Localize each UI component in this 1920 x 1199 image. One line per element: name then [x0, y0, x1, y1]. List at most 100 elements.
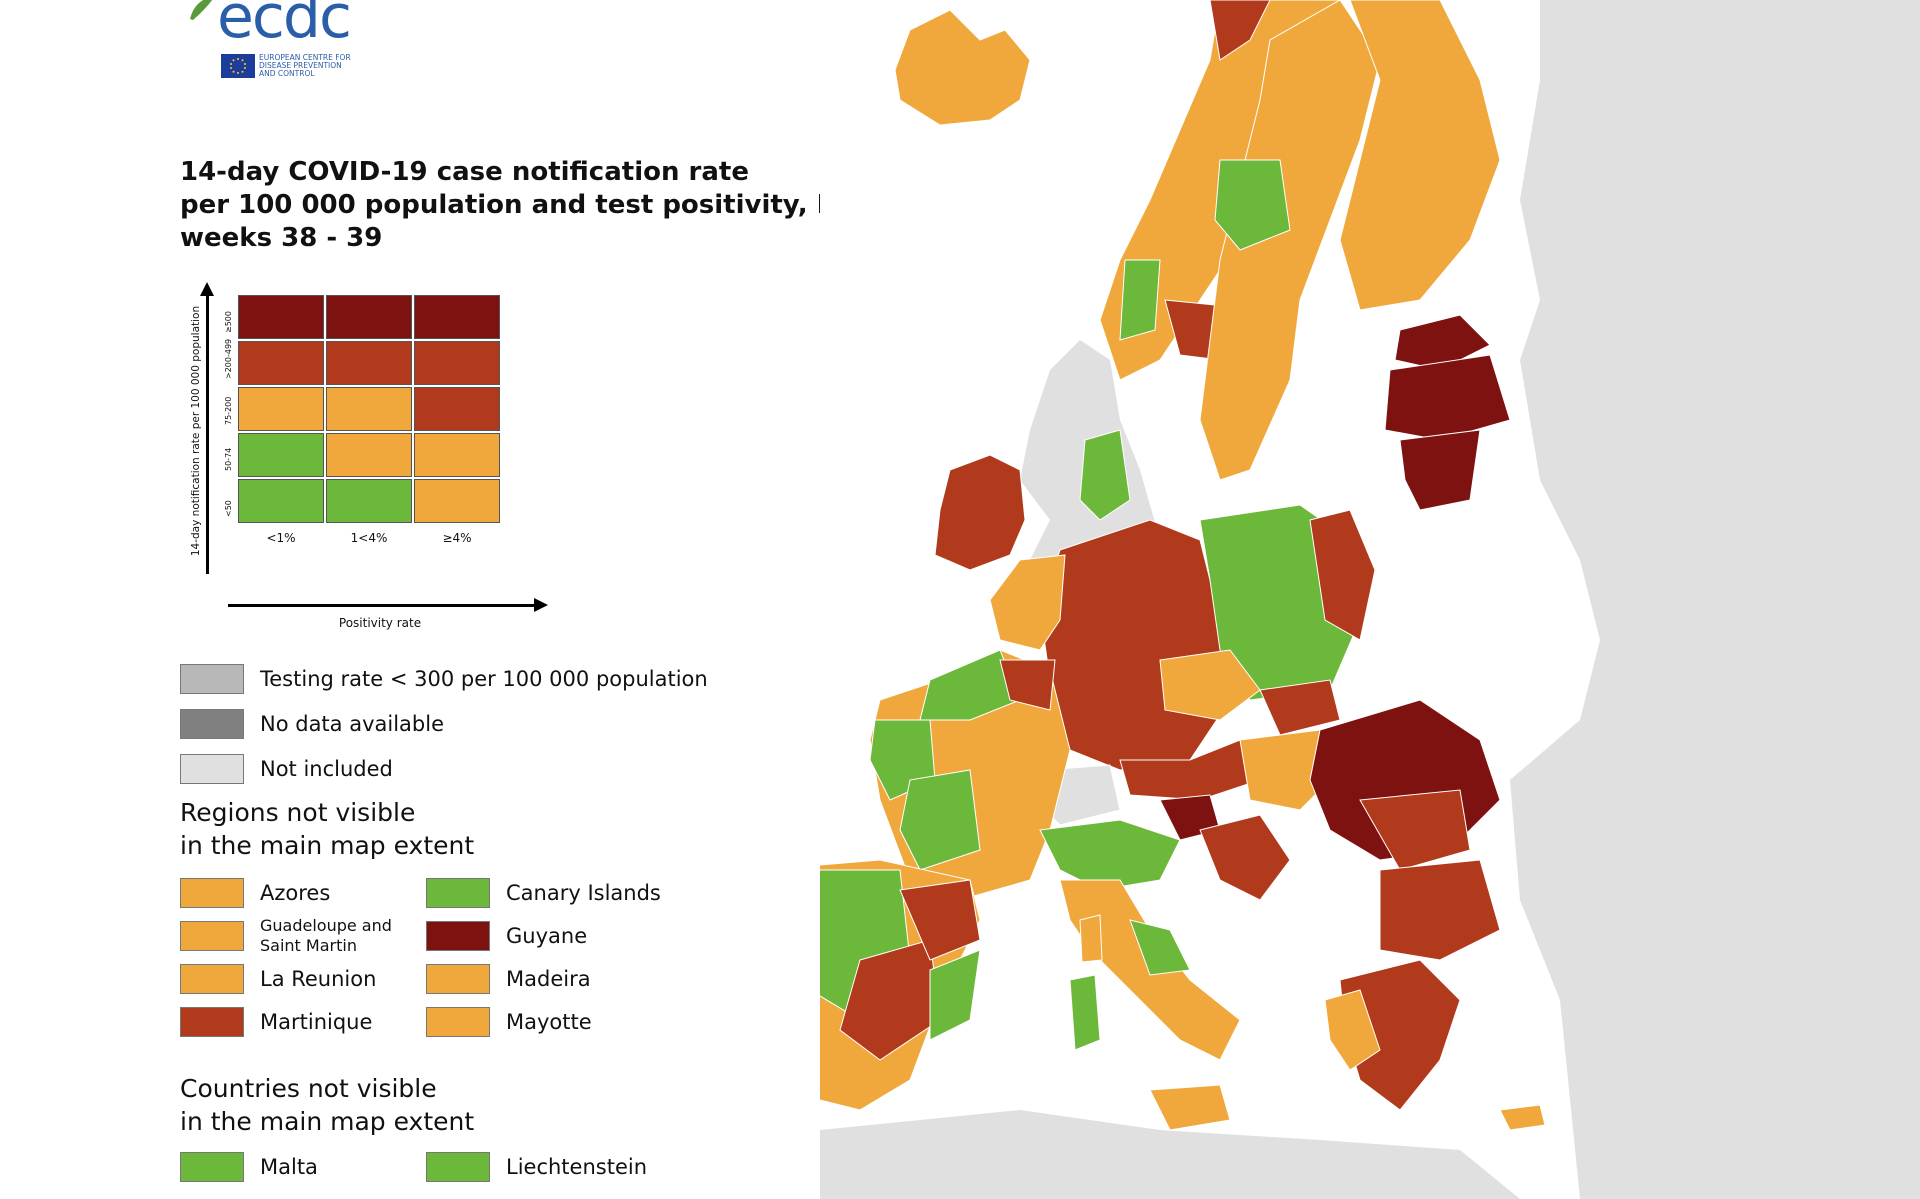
slovakia-region — [1259, 679, 1341, 736]
logo-subtitle: European Centre for Disease Prevention a… — [259, 53, 351, 78]
croatia-region — [1199, 814, 1291, 901]
regions-heading-line-2: in the main map extent — [180, 831, 475, 860]
regions-heading: Regions not visible in the main map exte… — [180, 796, 600, 862]
denmark-region — [1079, 429, 1131, 521]
countries-heading: Countries not visible in the main map ex… — [180, 1072, 600, 1138]
title-line-3: weeks 38 - 39 — [180, 223, 383, 253]
legend-swatch — [180, 878, 244, 908]
legend-label: Madeira — [506, 967, 591, 991]
czechia-region — [1159, 649, 1261, 721]
countries-heading-line-2: in the main map extent — [180, 1107, 475, 1136]
europe-map — [820, 0, 1920, 1199]
matrix-cell-r4-c1 — [326, 479, 412, 523]
legend-label: Guyane — [506, 924, 588, 948]
legend-swatch — [180, 709, 244, 739]
matrix-cell-r3-c1 — [326, 433, 412, 477]
legend-swatch — [426, 964, 490, 994]
logo-wordmark: ecdc — [217, 0, 352, 52]
x-axis-line — [228, 604, 538, 607]
norway-south-green-region — [1119, 259, 1161, 341]
legend-swatch — [426, 921, 490, 951]
north-africa-region — [820, 1110, 1520, 1199]
matrix-cell-r1-c2 — [414, 341, 500, 385]
legend-label: Martinique — [260, 1010, 373, 1034]
legend-swatch — [180, 1007, 244, 1037]
legend-swatch — [426, 1007, 490, 1037]
legend-label: Canary Islands — [506, 881, 661, 905]
legend-label: No data available — [260, 712, 444, 736]
legend-swatch — [180, 964, 244, 994]
matrix-cell-r2-c0 — [238, 387, 324, 431]
ecdc-logo: ecdc European Centre for Disease Prevent… — [185, 0, 365, 90]
legend-item: Canary Islands — [426, 876, 661, 910]
legend-item: Guadeloupe and Saint Martin — [180, 916, 410, 955]
finland-region — [1339, 0, 1501, 311]
legend-swatch — [180, 754, 244, 784]
legend-item: La Reunion — [180, 962, 376, 996]
latvia-region — [1384, 354, 1511, 441]
corsica-region — [1079, 914, 1103, 963]
benelux-region — [989, 554, 1066, 651]
matrix-cell-r2-c2 — [414, 387, 500, 431]
matrix-cell-r3-c2 — [414, 433, 500, 477]
matrix-cell-r2-c1 — [326, 387, 412, 431]
iceland-region — [894, 9, 1031, 126]
spain-east-green-region — [929, 949, 981, 1041]
matrix-row-label: <50 — [224, 500, 233, 517]
map-title: 14-day COVID-19 case notification rate p… — [180, 156, 940, 255]
y-axis-line — [206, 294, 209, 574]
france-central-green-region — [899, 769, 981, 871]
matrix-cell-r0-c0 — [238, 295, 324, 339]
legend-item: Mayotte — [426, 1005, 592, 1039]
legend-swatch — [180, 921, 244, 951]
matrix-col-label: <1% — [266, 531, 296, 545]
title-line-1: 14-day COVID-19 case notification rate — [180, 157, 749, 187]
legend-item: Madeira — [426, 962, 591, 996]
ireland-region — [934, 454, 1026, 571]
legend-label: Mayotte — [506, 1010, 592, 1034]
lithuania-region — [1399, 429, 1481, 511]
russia-region — [1510, 0, 1920, 1199]
legend-swatch — [426, 878, 490, 908]
matrix-col-label: 1<4% — [350, 531, 388, 545]
legend-item: Malta — [180, 1150, 318, 1184]
legend-swatch — [180, 664, 244, 694]
cyprus-region — [1499, 1104, 1546, 1131]
matrix-cell-r0-c2 — [414, 295, 500, 339]
italy-central-green-region — [1129, 919, 1191, 976]
countries-heading-line-1: Countries not visible — [180, 1074, 437, 1103]
legend-label: Guadeloupe and Saint Martin — [260, 916, 392, 955]
matrix-cell-r4-c0 — [238, 479, 324, 523]
matrix-cell-r0-c1 — [326, 295, 412, 339]
legend-item: Azores — [180, 876, 330, 910]
title-line-2: per 100 000 population and test positivi… — [180, 190, 921, 220]
legend-item: Martinique — [180, 1005, 372, 1039]
legend-item: Guyane — [426, 919, 587, 953]
legend-label: La Reunion — [260, 967, 377, 991]
sweden-green-region — [1214, 159, 1291, 251]
legend-label: Malta — [260, 1155, 318, 1179]
legend-label: Testing rate < 300 per 100 000 populatio… — [260, 667, 708, 691]
y-axis-arrow — [200, 282, 214, 296]
france-north-green-region — [919, 649, 1021, 721]
matrix-cell-r1-c0 — [238, 341, 324, 385]
norway-north-region — [1209, 0, 1271, 61]
bulgaria-region — [1379, 859, 1501, 961]
matrix-cell-r1-c1 — [326, 341, 412, 385]
y-axis-label: 14-day notification rate per 100 000 pop… — [190, 305, 202, 557]
logo-leaf-icon — [190, 0, 213, 20]
legend-label: Liechtenstein — [506, 1155, 648, 1179]
spain-red-region — [839, 939, 941, 1061]
italy-north-region — [1039, 819, 1181, 891]
greece-west-region — [1324, 989, 1381, 1071]
x-axis-label: Positivity rate — [338, 616, 422, 630]
legend-label: Azores — [260, 881, 331, 905]
matrix-col-label: ≥4% — [442, 531, 472, 545]
legend-matrix-grid: ≥500 >200-499 75-200 50-74 <50 <1% 1<4% ≥4% — [224, 295, 556, 575]
legend-item: Not included — [180, 752, 393, 786]
legend-item: Liechtenstein — [426, 1150, 647, 1184]
germany-region — [1039, 519, 1231, 771]
france-east-red-region — [999, 659, 1056, 711]
x-axis-arrow — [534, 598, 548, 612]
matrix-cell-r4-c2 — [414, 479, 500, 523]
